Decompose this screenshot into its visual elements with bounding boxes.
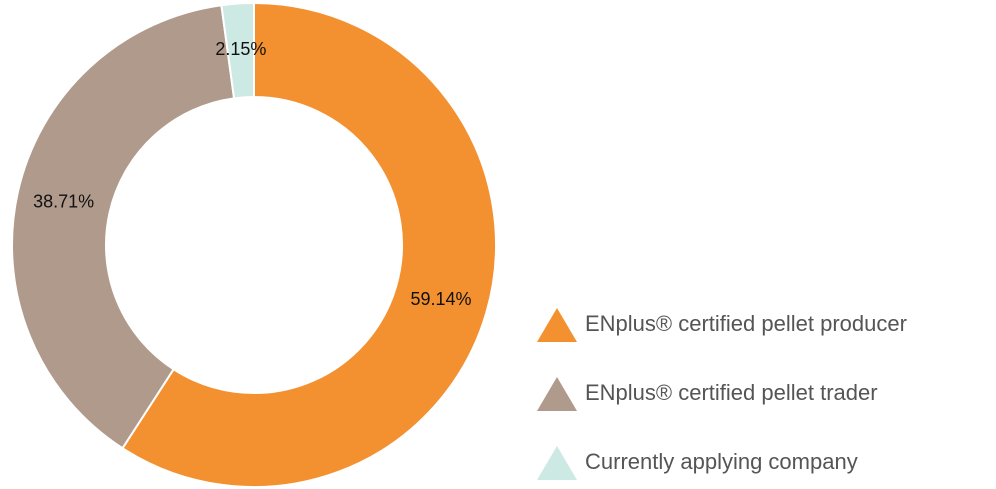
data-label: 2.15% (215, 39, 266, 59)
donut-slice (121, 1, 497, 488)
legend-label: ENplus® certified pellet producer (585, 311, 907, 336)
legend-marker (537, 308, 577, 342)
data-label: 38.71% (33, 191, 94, 211)
legend-marker (537, 446, 577, 480)
donut-slice (11, 4, 236, 450)
legend-label: Currently applying company (585, 449, 858, 474)
donut-slice (220, 1, 255, 100)
data-label: 59.14% (410, 289, 471, 309)
legend-marker (537, 377, 577, 411)
legend-label: ENplus® certified pellet trader (585, 380, 878, 405)
